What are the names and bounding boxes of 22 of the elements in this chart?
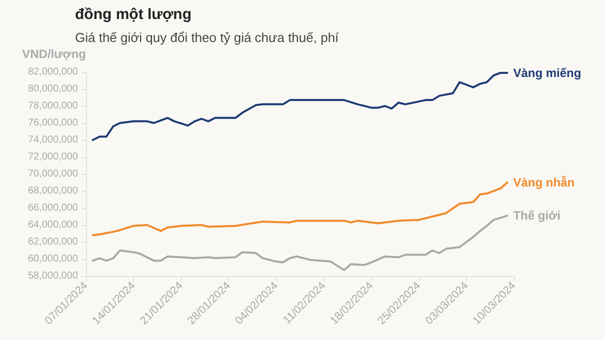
y-tick-label: 60,000,000 [28,254,78,264]
y-tick-label: 72,000,000 [28,152,78,162]
y-tick-label: 70,000,000 [28,168,78,180]
y-tick-label: 62,000,000 [28,236,78,248]
series-label: Vàng miếng [513,66,582,80]
y-tick-label: 78,000,000 [28,100,78,112]
series-label: Vàng nhẫn [513,176,575,190]
line-series [92,182,508,236]
line-series [92,72,508,141]
y-tick-label: 82,000,000 [28,66,78,78]
y-tick-label: 76,000,000 [28,118,78,128]
y-axis-title: VND/lượng [22,47,86,61]
y-tick-label: 74,000,000 [28,134,78,146]
chart-title: đồng một lượng [75,6,192,23]
y-tick-label: 64,000,000 [28,220,78,230]
y-tick-label: 68,000,000 [28,186,78,196]
y-tick-label: 66,000,000 [28,202,78,214]
y-tick-label: 80,000,000 [28,84,78,94]
series-label: Thế giới [513,208,560,223]
y-tick-label: 58,000,000 [28,270,78,282]
chart-subtitle: Giá thế giới quy đổi theo tỷ giá chưa thuế, phí [75,30,340,45]
line-series [92,214,508,272]
